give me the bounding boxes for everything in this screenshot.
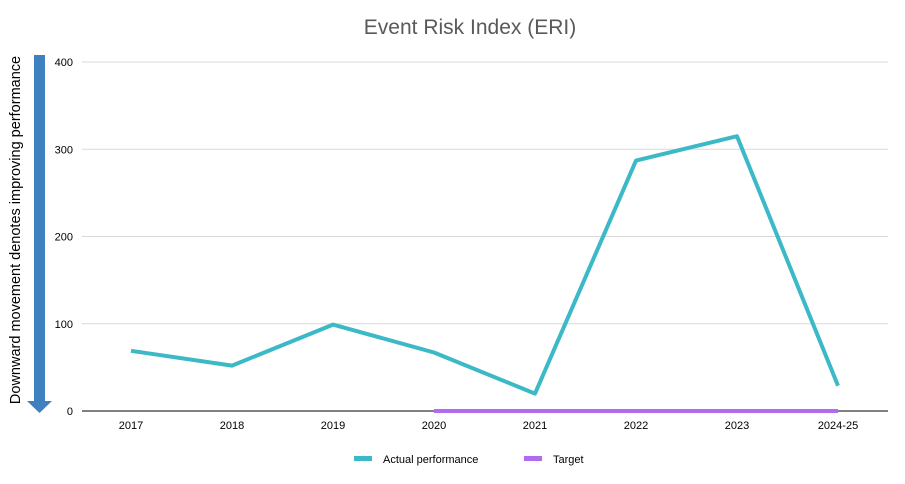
y-tick-label: 100 <box>55 319 73 331</box>
y-tick-label: 200 <box>55 232 73 244</box>
y-tick-label: 300 <box>55 144 73 156</box>
series-lines <box>130 134 840 413</box>
legend-label: Target <box>553 454 584 466</box>
side-label: Downward movement denotes improving perf… <box>8 56 24 404</box>
x-tick-label: 2017 <box>119 420 143 432</box>
x-tick-label: 2018 <box>220 420 244 432</box>
grid-lines <box>82 61 888 325</box>
x-tick-label: 2021 <box>523 420 547 432</box>
x-tick-label: 2023 <box>725 420 749 432</box>
x-tick-label: 2024-25 <box>818 420 858 432</box>
legend-swatch <box>524 456 542 461</box>
x-tick-label: 2020 <box>422 420 446 432</box>
legend: Actual performance Target <box>354 454 584 466</box>
x-tick-label: 2019 <box>321 420 345 432</box>
legend-label: Actual performance <box>383 454 478 466</box>
tick-labels: 0 100 200 300 400 2017 2018 2019 2020 2021 2022 202… <box>55 57 859 432</box>
series-line-actual-performance <box>130 134 840 396</box>
legend-swatch <box>354 456 372 461</box>
x-tick-label: 2022 <box>624 420 648 432</box>
arrow-shaft <box>34 55 45 403</box>
arrow-head <box>27 401 52 413</box>
y-tick-label: 400 <box>55 57 73 69</box>
chart-title: Event Risk Index (ERI) <box>364 16 576 39</box>
y-tick-label: 0 <box>67 406 73 418</box>
down-arrow-icon <box>27 55 52 413</box>
